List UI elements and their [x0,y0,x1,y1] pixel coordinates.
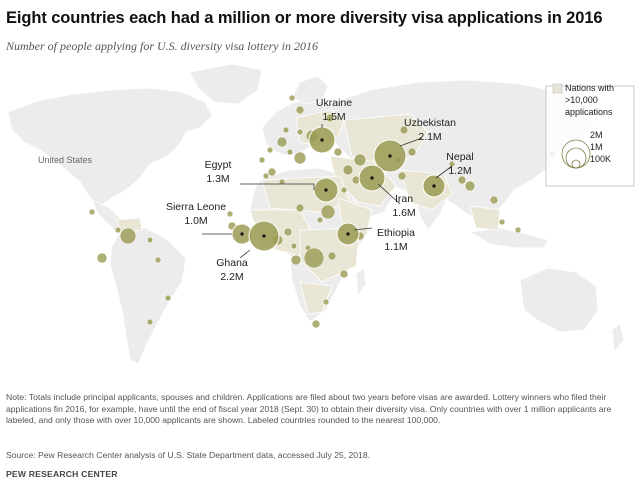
leader-dots [240,138,436,238]
label-ukraine-name: Ukraine [316,97,352,109]
bubble [399,125,409,135]
label-ukraine-value: 1.5M [322,111,345,123]
label-iran-value: 1.6M [392,207,415,219]
label-ghana-value: 2.2M [220,271,243,283]
label-ethiopia-value: 1.1M [384,241,407,253]
map-legend: Nations with >10,000 applications 2M 1M … [545,83,635,187]
bubble [457,175,467,185]
bubble [311,319,321,329]
bubble [146,236,154,244]
land-north-america [7,87,213,207]
label-iran-name: Iran [395,193,413,205]
bubble [226,210,234,218]
bubble [464,180,476,192]
land-scandinavia [291,75,329,105]
label-ethiopia-name: Ethiopia [377,227,415,239]
label-nepal-value: 1.2M [448,165,471,177]
bubble [295,203,305,213]
bubble [283,227,293,237]
legend-size-1m: 1M [590,142,603,152]
bubble [154,256,162,264]
shade-africa-south [299,281,333,315]
label-uzbekistan-name: Uzbekistan [404,117,456,129]
label-egypt-name: Egypt [205,159,232,171]
bubble [514,226,522,234]
bubble [295,105,305,115]
bubble [448,160,456,168]
bubble [278,178,286,186]
land-greenland [189,63,263,105]
label-egypt-value: 1.3M [206,173,229,185]
legend-shade-swatch [552,83,563,94]
us-label: United States [38,155,93,165]
legend-size-100k: 100K [590,154,611,164]
land-south-america [109,227,187,365]
bubble [286,148,294,156]
land-layer [7,63,625,365]
bubble [290,254,302,266]
chart-note: Note: Totals include principal applicant… [6,392,612,426]
bubble [325,113,335,123]
leader-lines [202,124,453,259]
bubble [276,136,288,148]
bubble [353,153,367,167]
shade-central-asia [343,113,429,165]
country-labels: Ukraine 1.5M Uzbekistan 2.1M Egypt 1.3M … [166,97,474,283]
land-new-zealand [611,323,625,353]
legend-shade-line-1: Nations with [565,83,614,93]
bubble [327,251,337,261]
bubble [164,294,172,302]
legend-shade-line-2: >10,000 [565,95,598,105]
bubble [296,128,304,136]
bubble [282,126,290,134]
brand-credit: PEW RESEARCH CENTER [6,469,118,479]
bubble [119,227,137,245]
label-sierra-leone-name: Sierra Leone [166,201,226,213]
chart-source: Source: Pew Research Center analysis of … [6,450,370,460]
bubble [340,186,348,194]
bubble [333,147,343,157]
bubble [267,167,277,177]
legend-circle-100k [571,159,581,169]
chart-subtitle: Number of people applying for U.S. diver… [6,39,318,53]
bubble [407,147,417,157]
shade-southeast-asia [469,205,501,231]
bubble [88,208,96,216]
bubble [322,298,330,306]
bubble [397,171,407,181]
land-indonesia [468,227,549,249]
bubble [316,216,324,224]
bubble [146,318,154,326]
bubble [498,218,506,226]
bubble [342,164,354,176]
bubble [489,195,499,205]
bubble [262,172,270,180]
label-ghana-name: Ghana [216,257,248,269]
world-map: United States [0,60,640,390]
bubble [290,242,298,250]
label-sierra-leone-value: 1.0M [184,215,207,227]
minor-bubbles [88,94,556,329]
label-uzbekistan-value: 2.1M [418,131,441,143]
legend-size-2m: 2M [590,130,603,140]
label-nepal-name: Nepal [446,151,473,163]
bubble [288,94,296,102]
bubble [320,204,336,220]
land-australia [519,267,599,333]
legend-shade-line-3: applications [565,107,613,117]
land-madagascar [355,267,367,298]
bubble [114,226,122,234]
bubble [339,269,349,279]
bubble [293,151,307,165]
bubble [303,247,325,269]
bubble [258,156,266,164]
bubble [266,146,274,154]
bubble [96,252,108,264]
chart-title: Eight countries each had a million or mo… [6,9,603,27]
